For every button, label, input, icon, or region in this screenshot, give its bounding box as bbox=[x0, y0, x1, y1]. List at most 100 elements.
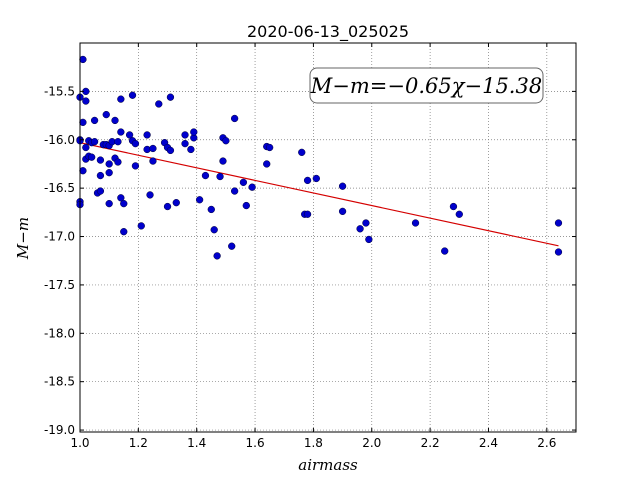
x-tick-label: 2.6 bbox=[537, 436, 556, 450]
data-point bbox=[207, 205, 215, 214]
data-point bbox=[117, 95, 125, 103]
data-point bbox=[79, 55, 87, 64]
data-point bbox=[210, 226, 218, 234]
data-point bbox=[239, 178, 248, 186]
x-tick-label: 1.4 bbox=[187, 436, 206, 450]
fit-layer bbox=[79, 142, 559, 247]
data-point bbox=[105, 169, 113, 177]
data-point bbox=[201, 171, 210, 180]
data-point bbox=[131, 139, 140, 148]
data-point bbox=[114, 138, 122, 146]
data-point bbox=[303, 176, 312, 185]
y-tick-label: -16.5 bbox=[44, 181, 75, 195]
y-tick-label: -16.0 bbox=[44, 133, 75, 147]
x-tick-labels: 1.0 1.2 1.4 1.6 1.8 2.0 2.2 2.4 2.6 bbox=[70, 436, 556, 450]
y-tick-labels: -15.5 -16.0 -16.5 -17.0 -17.5 -18.0 -18.5 -19.0 bbox=[44, 84, 75, 437]
data-point bbox=[79, 118, 87, 126]
data-point bbox=[163, 202, 172, 211]
data-point bbox=[441, 247, 449, 255]
data-point bbox=[79, 167, 87, 175]
data-point bbox=[82, 97, 90, 105]
data-point bbox=[146, 191, 154, 199]
data-point bbox=[96, 171, 105, 180]
data-point bbox=[338, 207, 347, 216]
data-point bbox=[187, 145, 195, 154]
data-point bbox=[82, 143, 90, 152]
data-point bbox=[312, 174, 320, 183]
data-point bbox=[105, 199, 113, 208]
equation-box bbox=[309, 67, 544, 104]
data-point bbox=[111, 116, 119, 125]
data-point bbox=[120, 199, 128, 208]
data-point bbox=[265, 143, 274, 152]
data-point bbox=[554, 248, 563, 256]
y-axis-label: M−m bbox=[14, 217, 32, 260]
data-point bbox=[554, 219, 563, 227]
data-point bbox=[96, 156, 105, 164]
data-point bbox=[248, 183, 256, 191]
data-point bbox=[105, 160, 113, 168]
data-point bbox=[166, 146, 175, 155]
x-tick-label: 2.2 bbox=[421, 436, 440, 450]
data-point bbox=[411, 219, 420, 227]
y-tick-label: -19.0 bbox=[44, 423, 75, 437]
data-point bbox=[242, 201, 250, 210]
x-tick-label: 1.6 bbox=[246, 436, 265, 450]
data-point bbox=[96, 187, 105, 195]
y-tick-label: -15.5 bbox=[44, 84, 75, 98]
data-point bbox=[181, 139, 189, 148]
x-tick-label: 1.8 bbox=[304, 436, 323, 450]
data-point bbox=[90, 116, 99, 125]
data-point bbox=[120, 228, 128, 236]
data-point bbox=[228, 242, 236, 250]
chart-title: 2020-06-13_025025 bbox=[247, 22, 409, 42]
data-point bbox=[143, 131, 151, 139]
data-point bbox=[131, 162, 140, 170]
data-point bbox=[216, 172, 224, 181]
data-point bbox=[362, 219, 370, 227]
data-point bbox=[365, 235, 373, 244]
data-point bbox=[149, 144, 157, 153]
y-tick-label: -17.5 bbox=[44, 278, 75, 292]
data-point bbox=[155, 100, 163, 108]
x-tick-label: 1.2 bbox=[129, 436, 148, 450]
data-point bbox=[230, 114, 239, 123]
data-point bbox=[449, 202, 458, 211]
data-point bbox=[190, 128, 198, 136]
points-layer bbox=[76, 55, 563, 260]
data-point bbox=[172, 199, 180, 207]
data-point bbox=[219, 157, 227, 165]
data-point bbox=[88, 153, 96, 161]
data-point bbox=[356, 225, 364, 233]
grid-layer bbox=[80, 43, 576, 432]
data-point bbox=[230, 187, 239, 195]
ticks-layer bbox=[79, 43, 576, 432]
x-tick-label: 1.0 bbox=[70, 436, 89, 450]
y-tick-label: -18.5 bbox=[44, 375, 75, 389]
data-point bbox=[195, 196, 204, 204]
data-point bbox=[149, 157, 157, 165]
data-point bbox=[128, 91, 137, 99]
y-tick-label: -17.0 bbox=[44, 230, 75, 244]
y-tick-label: -18.0 bbox=[44, 326, 75, 340]
data-point bbox=[222, 137, 230, 145]
fit-line bbox=[79, 142, 559, 247]
data-point bbox=[263, 160, 271, 168]
data-point bbox=[213, 252, 221, 260]
x-axis-label: airmass bbox=[298, 456, 358, 474]
x-tick-label: 2.0 bbox=[362, 436, 381, 450]
data-point bbox=[125, 131, 134, 139]
x-tick-label: 2.4 bbox=[479, 436, 498, 450]
plot-frame bbox=[79, 42, 577, 433]
equation-annotation: M−m=−0.65χ−15.38 bbox=[309, 67, 544, 104]
data-point bbox=[117, 194, 125, 202]
data-point bbox=[181, 131, 189, 139]
data-point bbox=[90, 138, 99, 146]
data-point bbox=[117, 128, 125, 136]
data-point bbox=[102, 110, 110, 119]
data-point bbox=[298, 148, 306, 156]
data-point bbox=[303, 210, 312, 218]
data-point bbox=[166, 93, 175, 101]
